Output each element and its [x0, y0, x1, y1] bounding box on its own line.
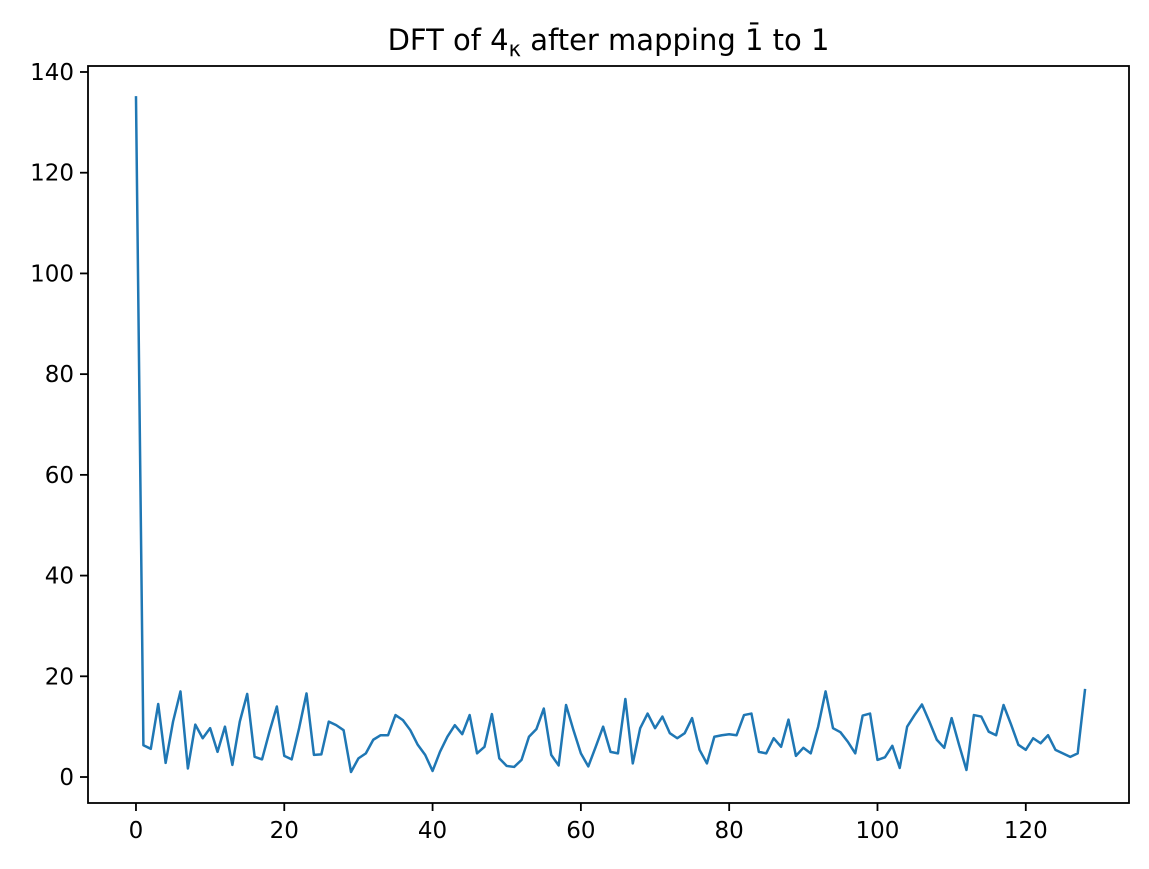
axes-spines [87, 65, 1130, 804]
y-tick-label: 40 [45, 564, 74, 590]
x-tick-label: 40 [418, 818, 447, 844]
y-tick-label: 140 [30, 60, 74, 86]
y-tick-label: 20 [45, 664, 74, 690]
x-tick-label: 0 [129, 818, 144, 844]
chart-title: DFT of 4κ after mapping 1̄ to 1 [388, 23, 830, 61]
y-tick-label: 120 [30, 161, 74, 187]
x-tick-label: 120 [1004, 818, 1048, 844]
x-tick-label: 80 [715, 818, 744, 844]
dft-series-line [134, 96, 1087, 774]
y-tick-label: 80 [45, 362, 74, 388]
x-tick-label: 20 [270, 818, 299, 844]
y-tick-label: 60 [45, 463, 74, 489]
y-tick-label: 100 [30, 261, 74, 287]
y-tick-label: 0 [59, 765, 74, 791]
x-tick-label: 100 [856, 818, 900, 844]
x-tick-label: 60 [566, 818, 595, 844]
